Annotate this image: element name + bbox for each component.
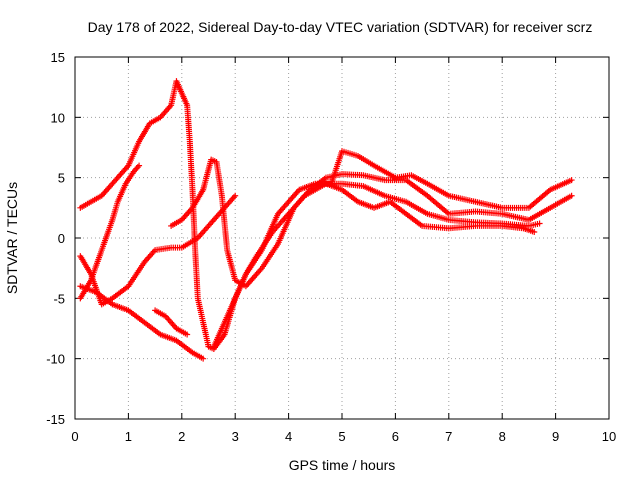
data-point (184, 331, 191, 338)
x-tick-label: 1 (125, 429, 132, 444)
data-point (200, 355, 207, 362)
series-track-5 (77, 283, 207, 362)
y-tick-label: 15 (51, 50, 65, 65)
y-tick-label: -5 (53, 291, 65, 306)
x-tick-label: 7 (445, 429, 452, 444)
data-points (77, 78, 575, 362)
x-axis-label: GPS time / hours (289, 457, 396, 473)
x-tick-label: 5 (338, 429, 345, 444)
grid (75, 57, 609, 419)
data-point (232, 192, 239, 199)
data-point (536, 220, 543, 227)
x-tick-label: 9 (552, 429, 559, 444)
series-track-1 (77, 78, 575, 353)
data-point (568, 192, 575, 199)
x-tick-label: 6 (392, 429, 399, 444)
x-tick-label: 4 (285, 429, 292, 444)
x-tick-label: 8 (499, 429, 506, 444)
plot-frame (74, 56, 610, 420)
y-axis-label: SDTVAR / TECUs (4, 182, 20, 294)
y-tick-label: 0 (58, 231, 65, 246)
y-tick-label: 5 (58, 171, 65, 186)
x-tick-label: 2 (178, 429, 185, 444)
axis-ticks: 0 1 2 3 4 5 6 7 8 9 10 -15 -10 -5 0 5 10 15 (46, 50, 616, 444)
data-point (568, 177, 575, 184)
series-track-6 (152, 307, 191, 338)
x-tick-label: 10 (602, 429, 616, 444)
chart-title: Day 178 of 2022, Sidereal Day-to-day VTE… (88, 19, 593, 35)
series-track-4 (168, 156, 575, 290)
x-tick-label: 3 (232, 429, 239, 444)
series-track-8 (317, 180, 543, 229)
y-tick-label: -10 (46, 352, 65, 367)
data-point (136, 162, 143, 169)
data-point (531, 228, 538, 235)
y-tick-label: -15 (46, 412, 65, 427)
x-tick-label: 0 (71, 429, 78, 444)
y-tick-label: 10 (51, 110, 65, 125)
